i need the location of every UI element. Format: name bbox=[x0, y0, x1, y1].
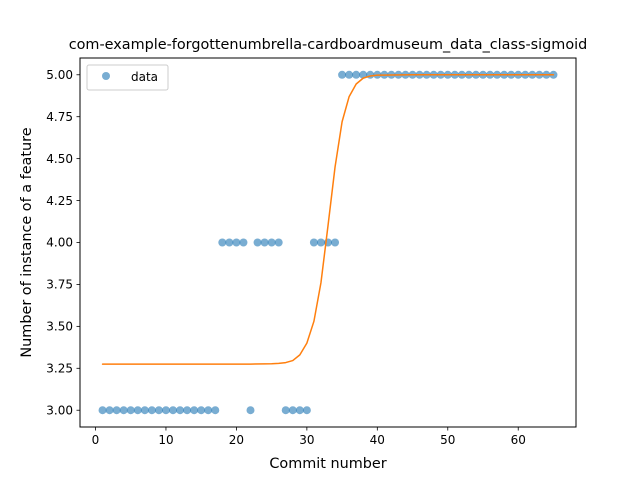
data-point-6 bbox=[140, 406, 149, 415]
data-point-34 bbox=[338, 70, 347, 79]
data-point-0 bbox=[98, 406, 107, 415]
x-tick-label-10: 10 bbox=[158, 433, 173, 447]
x-tick-label-30: 30 bbox=[299, 433, 314, 447]
data-point-28 bbox=[295, 406, 304, 415]
y-tick-label-1: 3.25 bbox=[46, 361, 73, 375]
data-point-29 bbox=[302, 406, 311, 415]
x-tick-label-60: 60 bbox=[511, 433, 526, 447]
data-point-26 bbox=[281, 406, 290, 415]
y-tick-label-3: 3.75 bbox=[46, 278, 73, 292]
data-point-11 bbox=[176, 406, 185, 415]
y-tick-label-8: 5.00 bbox=[46, 68, 73, 82]
data-point-7 bbox=[147, 406, 156, 415]
y-axis-label: Number of instance of a feature bbox=[19, 127, 35, 357]
data-point-20 bbox=[239, 238, 248, 247]
y-tick-label-5: 4.25 bbox=[46, 194, 73, 208]
axis-ticks: 0 10 20 30 40 50 60 3.00 3.25 3.50 3.75 4.00 4.25 4.5… bbox=[46, 68, 526, 447]
x-tick-label-40: 40 bbox=[370, 433, 385, 447]
sigmoid-fit-line bbox=[101, 74, 555, 365]
data-point-5 bbox=[133, 406, 142, 415]
legend-frame bbox=[86, 64, 169, 91]
chart-title: com-example-forgottenumbrella-cardboardm… bbox=[69, 37, 588, 53]
data-point-24 bbox=[267, 238, 276, 247]
x-tick-label-20: 20 bbox=[229, 433, 244, 447]
plot-frame bbox=[79, 57, 577, 428]
data-point-8 bbox=[154, 406, 163, 415]
data-point-22 bbox=[253, 238, 262, 247]
data-point-15 bbox=[204, 406, 213, 415]
data-point-1 bbox=[105, 406, 114, 415]
data-point-10 bbox=[169, 406, 177, 415]
data-point-16 bbox=[211, 406, 220, 415]
data-point-18 bbox=[225, 238, 234, 247]
data-point-35 bbox=[345, 70, 354, 79]
data-point-14 bbox=[197, 406, 206, 415]
y-tick-label-4: 4.00 bbox=[46, 236, 73, 250]
y-tick-label-0: 3.00 bbox=[46, 403, 73, 417]
data-marks bbox=[98, 70, 558, 415]
data-point-13 bbox=[190, 406, 199, 415]
x-tick-label-50: 50 bbox=[440, 433, 455, 447]
data-point-2 bbox=[112, 406, 121, 415]
data-point-33 bbox=[331, 238, 340, 247]
y-tick-label-7: 4.75 bbox=[46, 110, 73, 124]
data-point-25 bbox=[274, 238, 283, 247]
legend-marker-data bbox=[102, 72, 110, 80]
y-tick-label-2: 3.50 bbox=[46, 320, 73, 334]
data-point-36 bbox=[352, 70, 361, 79]
legend-label-data: data bbox=[131, 70, 158, 84]
legend: data bbox=[86, 64, 169, 91]
data-point-31 bbox=[316, 238, 325, 247]
data-point-17 bbox=[218, 238, 227, 247]
data-point-9 bbox=[161, 406, 170, 415]
x-axis-label: Commit number bbox=[269, 456, 386, 472]
data-point-30 bbox=[309, 238, 318, 247]
data-point-4 bbox=[126, 406, 135, 415]
data-point-12 bbox=[183, 406, 192, 415]
data-point-23 bbox=[260, 238, 269, 247]
data-point-27 bbox=[288, 406, 297, 415]
data-point-3 bbox=[119, 406, 128, 415]
y-tick-label-6: 4.50 bbox=[46, 152, 73, 166]
data-point-19 bbox=[232, 238, 241, 247]
data-point-21 bbox=[246, 406, 255, 415]
x-tick-label-0: 0 bbox=[92, 433, 100, 447]
